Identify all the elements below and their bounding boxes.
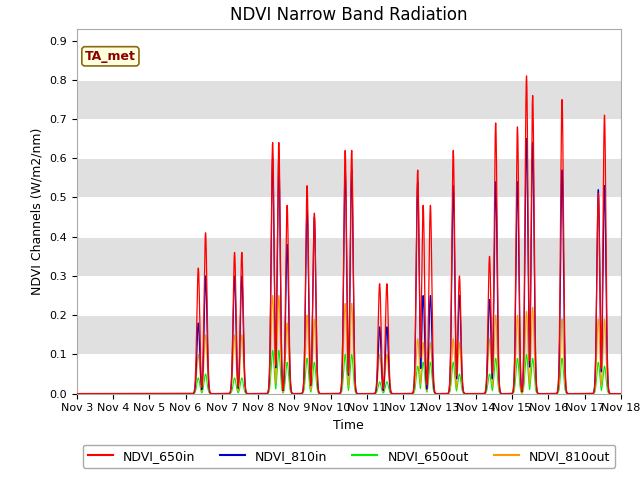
X-axis label: Time: Time [333, 419, 364, 432]
Legend: NDVI_650in, NDVI_810in, NDVI_650out, NDVI_810out: NDVI_650in, NDVI_810in, NDVI_650out, NDV… [83, 444, 615, 468]
Bar [77, 315, 621, 354]
Y-axis label: NDVI Channels (W/m2/nm): NDVI Channels (W/m2/nm) [31, 128, 44, 295]
Bar [77, 80, 621, 119]
Title: NDVI Narrow Band Radiation: NDVI Narrow Band Radiation [230, 6, 468, 24]
Bar [77, 158, 621, 197]
Bar [77, 237, 621, 276]
Text: TA_met: TA_met [85, 50, 136, 63]
